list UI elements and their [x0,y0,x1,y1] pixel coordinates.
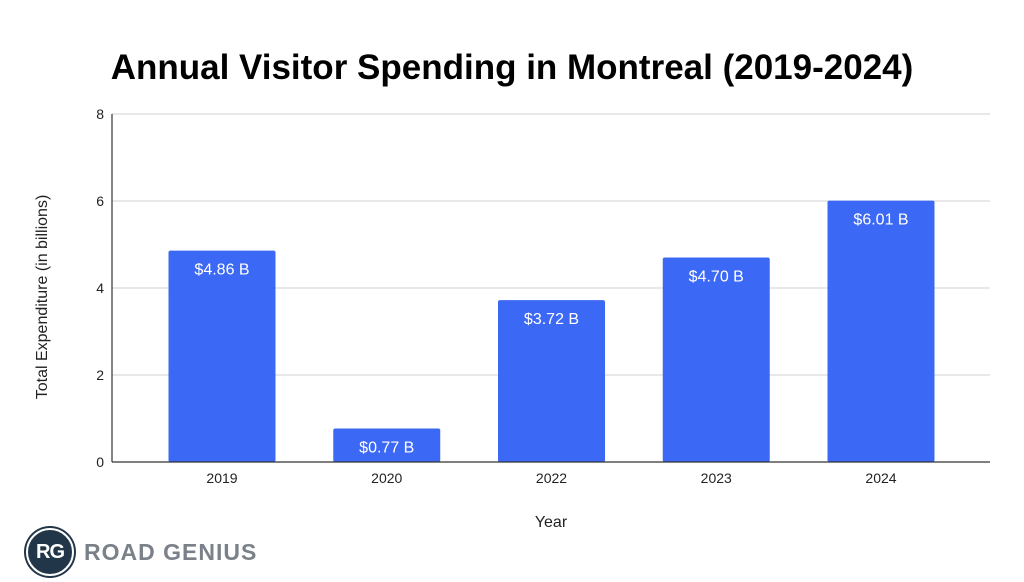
data-label: $3.72 B [524,311,579,328]
x-tick-label: 2024 [865,470,896,486]
road-genius-logo: RG ROAD GENIUS [26,528,257,576]
logo-badge: RG [26,528,74,576]
x-tick-label: 2020 [371,470,402,486]
y-axis-title: Total Expenditure (in billions) [34,195,51,400]
bar-2023 [662,257,770,462]
y-tick-label: 6 [96,193,104,209]
data-label: $4.70 B [689,269,744,286]
data-label: $4.86 B [194,262,249,279]
x-tick-label: 2023 [701,470,732,486]
bar-2022 [498,300,605,462]
x-tick-label: 2022 [536,470,567,486]
bar-2019 [168,250,276,462]
y-tick-label: 2 [96,367,104,383]
x-tick-label: 2019 [206,470,237,486]
bar-2020 [333,428,441,462]
logo-text: ROAD GENIUS [84,538,258,565]
bar-2024 [827,200,935,462]
data-label: $0.77 B [359,440,414,457]
y-tick-label: 8 [96,106,104,122]
data-label: $6.01 B [853,212,908,229]
y-tick-label: 4 [96,280,104,296]
y-tick-label: 0 [96,454,104,470]
chart-title: Annual Visitor Spending in Montreal (201… [110,48,914,87]
x-axis-title: Year [535,514,568,531]
